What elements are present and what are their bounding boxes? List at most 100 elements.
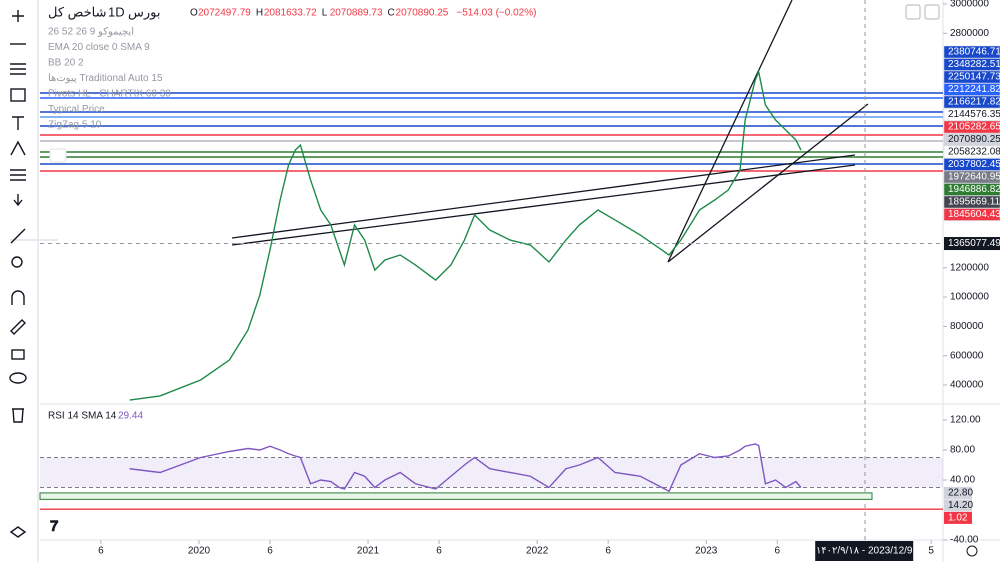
x-tick-label: 2023 — [695, 546, 718, 557]
x-tick-label: 2020 — [188, 546, 211, 557]
text-tool[interactable] — [12, 116, 24, 130]
settings-button[interactable] — [966, 545, 978, 557]
logo: 𝟕 — [50, 518, 59, 535]
maximize-button[interactable] — [924, 4, 940, 20]
x-tick-label: 2021 — [357, 546, 380, 557]
price-tag-label: 1895669.11 — [948, 197, 1000, 208]
y-tick-label: 400000 — [950, 380, 984, 391]
indicator-label: پیوت‌ها Traditional Auto 15 — [48, 73, 163, 84]
interval: 1D — [108, 4, 125, 19]
ohlc-value: 2072497.79 — [198, 8, 251, 19]
price-tag — [943, 83, 1000, 96]
fib-tool[interactable] — [10, 63, 26, 75]
brush-tool[interactable] — [13, 194, 23, 207]
price-tag — [943, 195, 1000, 209]
price-tag-label: 2105282.65 — [948, 122, 1000, 133]
y-tick-label: 1200000 — [950, 262, 989, 273]
crosshair-date: ۱۴۰۲/۹/۱۸ - 2023/12/9 — [816, 546, 913, 557]
trendlines — [231, 0, 869, 263]
levels — [40, 92, 943, 172]
price-tag-label: 2380746.71 — [948, 47, 1000, 58]
crosshair-price: 1365077.49 — [948, 238, 1000, 249]
rsi-tick-label: 40.00 — [950, 475, 975, 486]
x-tick-label: 6 — [774, 546, 780, 557]
price-tag-label: 2250147.73 — [948, 72, 1000, 83]
price-tag-label: 1946886.82 — [948, 184, 1000, 195]
rsi-tag — [944, 511, 972, 524]
rsi-tag-label: 22.80 — [948, 488, 973, 499]
collapse-button[interactable] — [49, 148, 67, 163]
rsi-line — [129, 443, 802, 493]
rsi-tag — [944, 486, 972, 499]
exchange: بورس — [128, 4, 160, 20]
ohlc-value: 2070889.73 — [330, 8, 383, 19]
rsi-tag-label: 14.20 — [948, 500, 973, 511]
price-tag-label: 2144576.35 — [948, 109, 1000, 120]
y-tick-label: 800000 — [950, 321, 984, 332]
price-tag — [943, 58, 1000, 71]
y-tick-label: 2800000 — [950, 28, 989, 39]
x-tick-label: 6 — [98, 546, 104, 557]
toolbar — [9, 0, 58, 562]
prediction-tool[interactable] — [10, 169, 26, 181]
price-tag-label: 2212241.82 — [948, 84, 1000, 95]
rsi-band — [40, 457, 943, 488]
price-tag-label: 2166217.82 — [948, 97, 1000, 108]
indicator-label: Pivots HL · CHARTIX 60 30 — [48, 89, 171, 100]
x-tick-label: 2022 — [526, 546, 549, 557]
crosshair-price-box — [944, 237, 1000, 251]
y-tick-label: 600000 — [950, 350, 984, 361]
shape-tool[interactable] — [10, 88, 26, 102]
x-tick-label: 6 — [605, 546, 611, 557]
scroll-button[interactable] — [905, 4, 921, 20]
visibility-tool[interactable] — [9, 372, 27, 384]
zoom-tool[interactable] — [11, 256, 23, 268]
rsi-tick-label: -40.00 — [950, 535, 979, 546]
change: −514.03 (−0.02%) — [456, 8, 536, 19]
indicator-label: Typical Price — [48, 104, 105, 115]
indicator-label: ZigZag 5 10 — [48, 120, 102, 131]
price-tag — [943, 108, 1000, 121]
indicator-label: BB 20 2 — [48, 58, 84, 69]
y-tick-label: 1000000 — [950, 292, 989, 303]
indicator-legend: ایچیموکو 9 26 52 26 EMA 20 close 0 SMA 9 B… — [48, 27, 171, 131]
price-tag — [943, 170, 1000, 184]
price-tag — [943, 208, 1000, 221]
ohlc-key: L — [322, 8, 328, 19]
rsi-zone — [39, 492, 873, 500]
rsi-tag-label: 1.02 — [948, 513, 968, 524]
ruler-tool[interactable] — [10, 228, 26, 244]
draw-mode[interactable] — [10, 319, 26, 335]
price-tag — [943, 120, 1000, 134]
indicator-label: ایچیموکو 9 26 52 26 — [48, 27, 134, 38]
crosshair-tool[interactable] — [12, 10, 24, 22]
crosshair-date-box — [815, 541, 914, 561]
indicator-label: EMA 20 close 0 SMA 9 — [48, 42, 150, 53]
magnet-tool[interactable] — [11, 290, 25, 305]
price-line — [129, 69, 802, 401]
ohlc-value: 2070890.25 — [396, 8, 449, 19]
y-tick-label: 3000000 — [950, 0, 989, 10]
price-tag — [943, 95, 1000, 109]
price-tag — [943, 158, 1000, 171]
ohlc-key: H — [256, 8, 263, 19]
x-tick-label: 6 — [436, 546, 442, 557]
price-tag — [943, 70, 1000, 84]
price-tag — [943, 133, 1000, 146]
x-tick-label: 6 — [267, 546, 273, 557]
price-tag-label: 1972640.95 — [948, 172, 1000, 183]
ohlc-key: O — [190, 8, 198, 19]
price-tag-label: 2348282.51 — [948, 59, 1000, 70]
price-tag-label: 2037802.45 — [948, 159, 1000, 170]
price-tag — [943, 183, 1000, 196]
pattern-tool[interactable] — [10, 140, 26, 156]
rsi-tag — [944, 499, 972, 512]
delete-tool[interactable] — [12, 408, 24, 423]
lock-tool[interactable] — [11, 349, 25, 360]
price-tag-label: 1845604.43 — [948, 209, 1000, 220]
price-tag — [943, 45, 1000, 59]
object-tree[interactable] — [9, 526, 27, 538]
price-tag — [943, 145, 1000, 159]
price-tag-label: 2070890.25 — [948, 134, 1000, 145]
